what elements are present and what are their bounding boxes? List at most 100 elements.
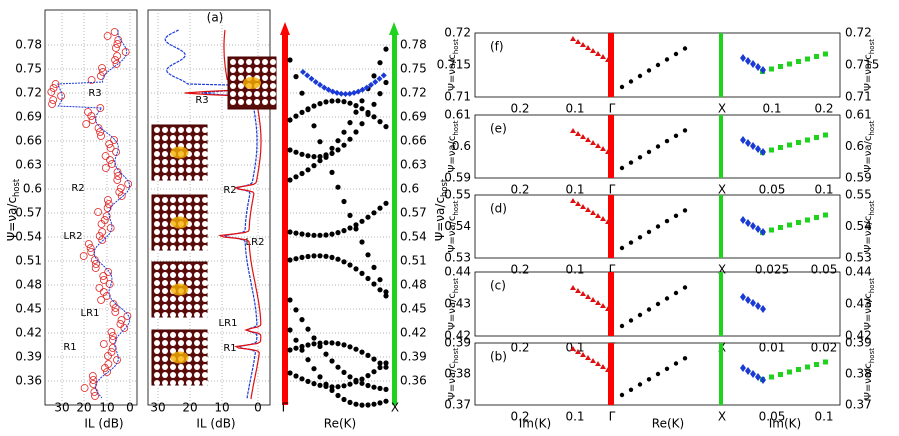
band-point xyxy=(317,340,323,346)
y-axis-label-main: Ψ=νa/c xyxy=(447,363,458,400)
inset-rod xyxy=(170,205,176,211)
im-point-red xyxy=(580,291,586,296)
inset-rod xyxy=(170,304,176,310)
il-measured xyxy=(99,272,108,280)
re-point xyxy=(646,68,652,73)
il-measured xyxy=(90,388,99,396)
im-point-green xyxy=(769,147,774,153)
x-axis-label: Re(K) xyxy=(324,417,356,431)
gamma-arrow xyxy=(280,22,290,35)
y-tick-label: 0.6 xyxy=(845,139,864,153)
band-point-blue xyxy=(372,79,379,85)
im-point-red xyxy=(605,219,611,224)
band-point xyxy=(359,380,365,386)
inset-rod xyxy=(162,340,168,346)
inset-rod xyxy=(230,67,236,73)
band-point xyxy=(311,123,317,129)
inset-rod xyxy=(262,67,268,73)
band-point-blue xyxy=(304,72,311,79)
panel-label: (d) xyxy=(490,202,507,216)
inset-rod xyxy=(194,372,200,378)
inset-rod xyxy=(170,237,176,243)
il-measured xyxy=(87,76,96,84)
y-tick-label: 0.42 xyxy=(845,329,872,343)
y-tick-label: 0.69 xyxy=(400,110,427,124)
inset-rod xyxy=(178,229,184,235)
inset-rod xyxy=(186,135,192,141)
y-axis-label: Ψ=νa/chost xyxy=(863,278,876,330)
band-point xyxy=(347,344,353,350)
y-axis-label-sub: host xyxy=(868,278,876,293)
il-measured xyxy=(86,244,95,252)
band-point xyxy=(311,163,317,169)
y-tick-label: 0.53 xyxy=(845,251,872,265)
y-axis-label-sub: host xyxy=(11,178,21,197)
im-point-red xyxy=(595,300,601,305)
il-measured xyxy=(99,288,108,296)
band-point xyxy=(377,364,383,371)
inset-rod xyxy=(178,127,184,133)
band-point-blue xyxy=(368,81,374,88)
il-measured xyxy=(113,40,122,48)
annotation: R2 xyxy=(223,185,236,196)
band-point-blue xyxy=(312,79,319,85)
panel-label: (f) xyxy=(490,40,504,54)
band-point xyxy=(353,129,359,135)
re-point xyxy=(664,296,670,301)
band-point xyxy=(353,346,359,352)
inset-rod xyxy=(178,340,184,346)
band-point-blue xyxy=(342,91,349,97)
inset-rod xyxy=(170,159,176,165)
y-tick-label: 0.38 xyxy=(444,367,471,381)
band-point xyxy=(347,262,353,268)
inset-rod xyxy=(154,159,160,165)
band-point xyxy=(317,139,323,145)
y-tick-label: 0.69 xyxy=(15,110,42,124)
x-tick-label: 30 xyxy=(150,401,165,415)
band-point xyxy=(335,341,341,347)
band-point xyxy=(365,373,371,379)
im-point-red xyxy=(595,213,601,218)
y-tick-label: 0.44 xyxy=(845,265,872,279)
im-point-red xyxy=(590,48,596,53)
y-tick-label: 0.72 xyxy=(400,86,427,100)
im-point-red xyxy=(600,216,606,221)
inset-rod xyxy=(270,59,276,65)
band-point xyxy=(299,343,305,350)
inset-rod xyxy=(178,197,184,203)
y-axis-label: Ψ=νa/chost xyxy=(863,200,876,252)
inset-rod xyxy=(186,272,192,278)
y-tick-label: 0.48 xyxy=(15,278,42,292)
inset-rod xyxy=(238,91,244,97)
il-measured xyxy=(101,364,109,372)
il-measured xyxy=(124,180,133,188)
inset-rod xyxy=(154,205,160,211)
il-measured xyxy=(98,64,106,72)
im-point-blue xyxy=(750,370,756,378)
im-point-green xyxy=(778,64,783,69)
band-point xyxy=(335,256,341,262)
y-axis-label-sub: host xyxy=(868,200,876,215)
inset-rod xyxy=(154,288,160,294)
x-tick-label: 0.05 xyxy=(811,263,838,277)
im-point-blue xyxy=(755,63,761,71)
im-point-red xyxy=(605,367,611,372)
inset-rod xyxy=(170,312,176,318)
band-point xyxy=(293,149,299,155)
inset-rod xyxy=(162,245,168,251)
im-point-blue xyxy=(755,225,761,233)
inset-rod xyxy=(162,264,168,270)
inset-rod xyxy=(162,304,168,310)
inset-rod xyxy=(194,237,200,243)
re-point xyxy=(646,377,652,382)
band-point xyxy=(293,113,299,119)
x-tick-label: X xyxy=(718,410,726,424)
y-tick-label: 0.45 xyxy=(15,302,42,316)
inset-rod xyxy=(194,205,200,211)
y-tick-label: 0.66 xyxy=(15,134,42,148)
re-point xyxy=(682,128,688,133)
band-point-blue xyxy=(363,84,370,91)
band-point xyxy=(359,98,365,104)
re-point xyxy=(619,392,625,398)
band-point xyxy=(287,57,293,63)
